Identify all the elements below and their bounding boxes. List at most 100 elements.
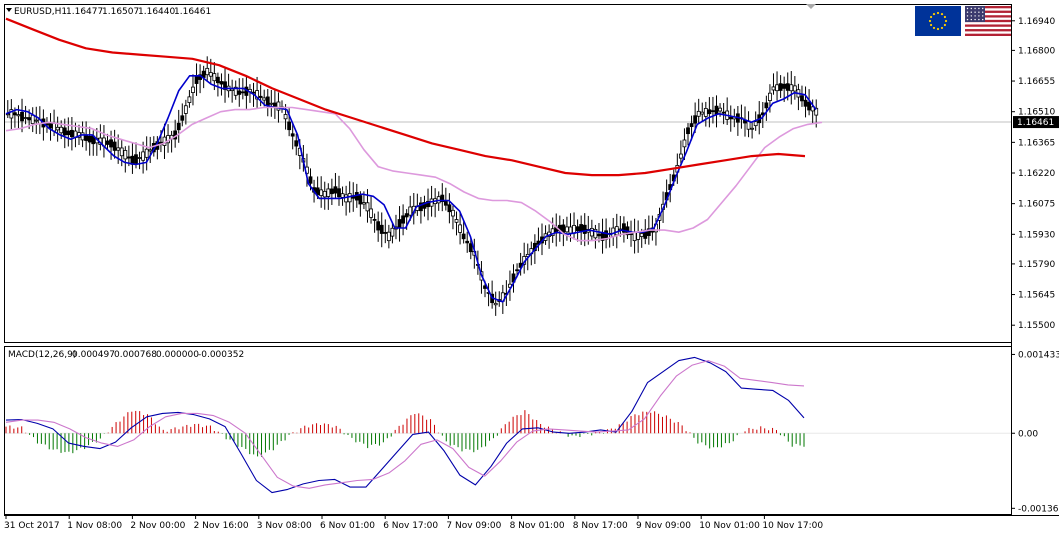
candle-body [682, 139, 687, 148]
eu-flag-icon [915, 6, 961, 36]
eu-star [928, 19, 932, 23]
candle-body [176, 122, 181, 131]
time-tick-label: 6 Nov 17:00 [383, 521, 438, 531]
price-tick-label: 1.16220 [1018, 169, 1055, 179]
candle-body [369, 208, 373, 218]
candle-body [465, 240, 470, 244]
candle-body [308, 176, 313, 184]
candle-body [800, 95, 804, 102]
candle-body [105, 140, 110, 145]
candle-body [337, 188, 341, 198]
candle-body [272, 102, 277, 107]
us-star [966, 7, 969, 10]
candle-body [711, 110, 715, 113]
candle-body [454, 219, 459, 223]
candle-body [62, 127, 67, 136]
candle-body [233, 86, 238, 96]
candle-body [148, 149, 153, 152]
candle-body [714, 105, 719, 115]
candle-body [579, 224, 584, 232]
candle-body [419, 202, 423, 212]
candle-body [639, 233, 644, 237]
candle-body [775, 84, 779, 92]
us-star [970, 15, 972, 17]
price-tick-label: 1.16800 [1018, 46, 1055, 56]
symbol-label: EURUSD,H1 [14, 7, 67, 17]
candle-body [180, 115, 185, 121]
us-star [978, 7, 980, 10]
time-tick-label: 2 Nov 16:00 [194, 521, 249, 531]
time-tick-label: 10 Nov 01:00 [699, 521, 760, 531]
candle-body [646, 228, 651, 236]
candle-body [493, 302, 498, 306]
candle-body [721, 111, 726, 114]
candle-body [237, 90, 242, 95]
candle-body [443, 200, 448, 206]
time-tick-label: 1 Nov 08:00 [67, 521, 122, 531]
price-tick-label: 1.15930 [1018, 230, 1055, 240]
candle-body [55, 126, 60, 131]
candle-body [803, 99, 808, 107]
moving-average-ma_medium [5, 106, 823, 242]
eu-star [932, 26, 936, 30]
macd-tick-label: 0.001433 [1018, 350, 1059, 360]
candle-body [383, 232, 388, 234]
candle-body [80, 132, 85, 141]
candle-body [326, 188, 331, 197]
candle-body [109, 139, 113, 148]
candle-body [322, 190, 327, 198]
candle-body [404, 213, 409, 218]
us-star [982, 11, 984, 13]
us-star [982, 7, 984, 10]
candle-body [728, 116, 733, 120]
candle-body [515, 269, 519, 272]
candle-body [700, 111, 705, 115]
us-star [966, 15, 969, 17]
candle-body [52, 122, 56, 132]
candle-body [358, 195, 363, 205]
candle-body [778, 83, 783, 91]
eu-star [940, 12, 944, 16]
us-star [974, 11, 976, 13]
candle-body [30, 114, 35, 125]
us-star [978, 18, 980, 21]
candle-body [16, 114, 21, 117]
eu-star [940, 26, 944, 30]
time-tick-label: 6 Nov 01:00 [320, 521, 375, 531]
candle-body [183, 105, 188, 114]
time-tick-label: 9 Nov 09:00 [636, 521, 691, 531]
candle-body [59, 126, 64, 134]
candle-body [187, 96, 192, 103]
us-star [970, 7, 972, 10]
ohlc-open: 1.16477 [66, 7, 103, 17]
macd-value-main: 0.000497 [72, 350, 115, 360]
us-stripe [965, 10, 1011, 13]
candle-body [390, 227, 395, 237]
collapse-arrow-icon[interactable] [6, 8, 12, 12]
candle-body [703, 108, 708, 117]
us-stripe [965, 24, 1011, 27]
candle-body [593, 228, 598, 239]
candle-body [216, 76, 220, 84]
candle-body [386, 231, 391, 242]
eu-star [932, 12, 936, 16]
shift-marker-icon[interactable] [806, 4, 816, 9]
candle-body [678, 153, 683, 159]
candle-body [119, 147, 124, 157]
candle-body [315, 187, 320, 196]
eu-star [936, 11, 940, 15]
candle-body [191, 86, 195, 93]
candle-body [440, 194, 445, 203]
candle-body [365, 202, 370, 212]
candle-body [807, 101, 811, 111]
candle-body [753, 121, 758, 127]
price-tick-label: 1.15645 [1018, 291, 1055, 301]
candle-body [550, 228, 555, 236]
candle-body [568, 226, 573, 234]
us-flag-icon [965, 6, 1011, 36]
candle-body [597, 233, 601, 237]
candle-body [468, 243, 473, 253]
candle-body [561, 224, 566, 233]
